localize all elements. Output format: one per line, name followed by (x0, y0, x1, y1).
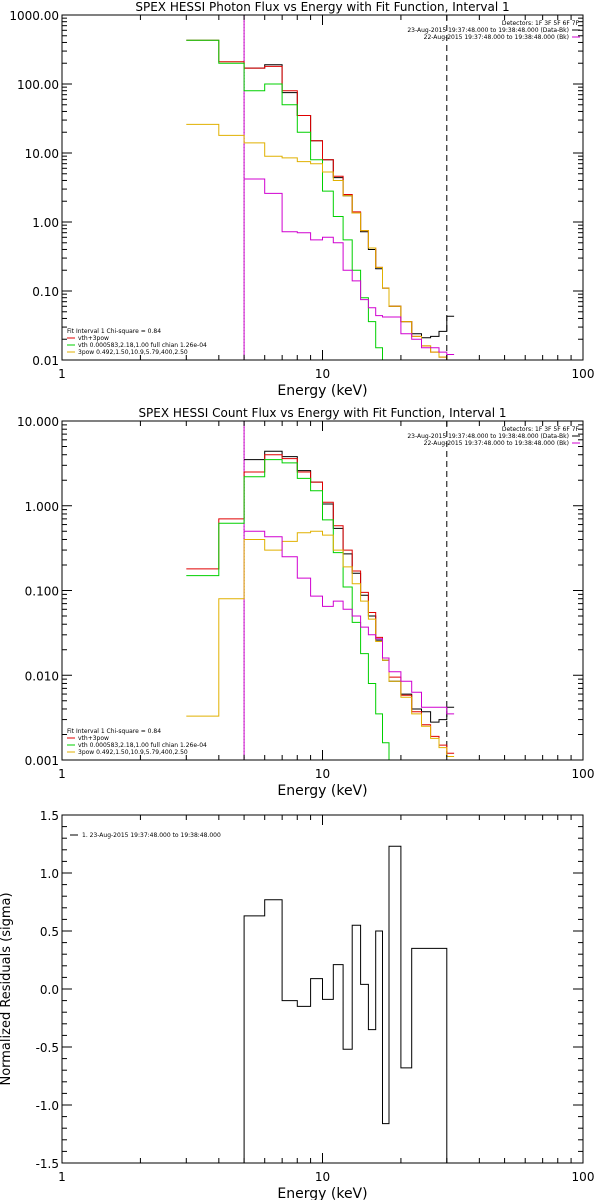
chart-title: SPEX HESSI Photon Flux vs Energy with Fi… (135, 0, 509, 14)
legend-header: Fit Interval 1 Chi-square = 0.84 (67, 728, 161, 735)
y-tick-label: 0.010 (25, 669, 59, 683)
x-axis-label: Energy (keV) (277, 783, 367, 799)
y-tick-label: 0.5 (40, 925, 59, 939)
y-tick-label: 0.10 (32, 285, 59, 299)
annotation-1: Detectors: 1F 3F 5F 6F 7F (502, 20, 580, 27)
legend-entry-3: vth 0.000583,2.18,1.00 full chian 1.26e-… (78, 742, 207, 749)
x-tick-label: 10 (315, 767, 330, 781)
annotation-1: Detectors: 1F 3F 5F 6F 7F (502, 426, 580, 433)
series-1-histogram (244, 64, 455, 339)
x-tick-label: 1 (58, 1170, 66, 1184)
x-tick-label: 10 (315, 1170, 330, 1184)
y-tick-label: -0.5 (36, 1041, 59, 1055)
y-tick-label: -1.0 (36, 1099, 59, 1113)
panel-2: 1 10 100 0.001 0.010 0.100 1.000 10.000 SPEX HES… (17, 406, 594, 799)
panel-3: 1 10 100 -1.5 -1.0 -0.5 0.0 0.5 1.0 1.5 Energy (ke… (0, 809, 595, 1202)
x-tick-label: 100 (572, 767, 595, 781)
annotation-2: 23-Aug-2015 19:37:48.000 to 19:38:48.000… (407, 433, 569, 440)
x-tick-label: 10 (315, 367, 330, 381)
x-axis-label: Energy (keV) (277, 383, 367, 399)
x-tick-label: 100 (572, 1170, 595, 1184)
legend-entry-2: vth+3pow (78, 335, 109, 342)
y-tick-label: 1000.00 (9, 9, 59, 23)
panel-1: 1 10 100 0.01 0.10 1.00 10.00 100.00 1000.00 SPEX… (9, 0, 594, 399)
legend-entry-4: 3pow 0.492,1.50,10.9,5.79,400,2.50 (78, 349, 188, 356)
series-3-histogram (186, 39, 455, 360)
y-tick-label: 10.00 (25, 147, 59, 161)
series-1-histogram (243, 845, 448, 1163)
series-5-histogram (244, 178, 455, 355)
x-axis-label: Energy (keV) (277, 1186, 367, 1200)
plot-area (186, 421, 455, 760)
series-3-histogram (186, 459, 455, 760)
y-tick-label: -1.5 (36, 1157, 59, 1171)
y-tick-label: 100.00 (17, 78, 59, 92)
y-tick-label: 1.5 (40, 809, 59, 823)
series-5-histogram (244, 530, 455, 715)
annotation-3: 22-Aug-2015 19:37:48.000 to 19:38:48.000… (424, 440, 569, 447)
chart-title: SPEX HESSI Count Flux vs Energy with Fit… (138, 406, 506, 420)
y-tick-label: 1.00 (32, 216, 59, 230)
legend-entry-2: vth+3pow (78, 735, 109, 742)
x-tick-label: 1 (58, 767, 66, 781)
y-tick-label: 1.0 (40, 867, 59, 881)
y-tick-label: 10.000 (17, 415, 59, 429)
plot-area (243, 845, 448, 1163)
annotation-3: 22-Aug-2015 19:37:48.000 to 19:38:48.000… (424, 34, 569, 41)
annotation-2: 23-Aug-2015 19:37:48.000 to 19:38:48.000… (407, 27, 569, 34)
legend-entry-1: 1. 23-Aug-2015 19:37:48.000 to 19:38:48.… (82, 832, 221, 839)
series-2-histogram (186, 39, 455, 360)
y-tick-label: 1.000 (25, 500, 59, 514)
y-tick-label: 0.001 (25, 754, 59, 768)
y-tick-label: 0.100 (25, 585, 59, 599)
legend-header: Fit Interval 1 Chi-square = 0.84 (67, 328, 161, 335)
x-tick-label: 100 (572, 367, 595, 381)
plot-area (186, 15, 455, 360)
series-4-histogram (186, 530, 455, 757)
plot-frame (61, 420, 584, 761)
x-tick-label: 1 (58, 367, 66, 381)
y-tick-label: 0.01 (32, 354, 59, 368)
y-axis-label: Normalized Residuals (sigma) (0, 892, 14, 1085)
legend-entry-3: vth 0.000583,2.18,1.00 full chian 1.26e-… (78, 342, 207, 349)
legend-entry-4: 3pow 0.492,1.50,10.9,5.79,400,2.50 (78, 749, 188, 756)
y-tick-label: 0.0 (40, 983, 59, 997)
